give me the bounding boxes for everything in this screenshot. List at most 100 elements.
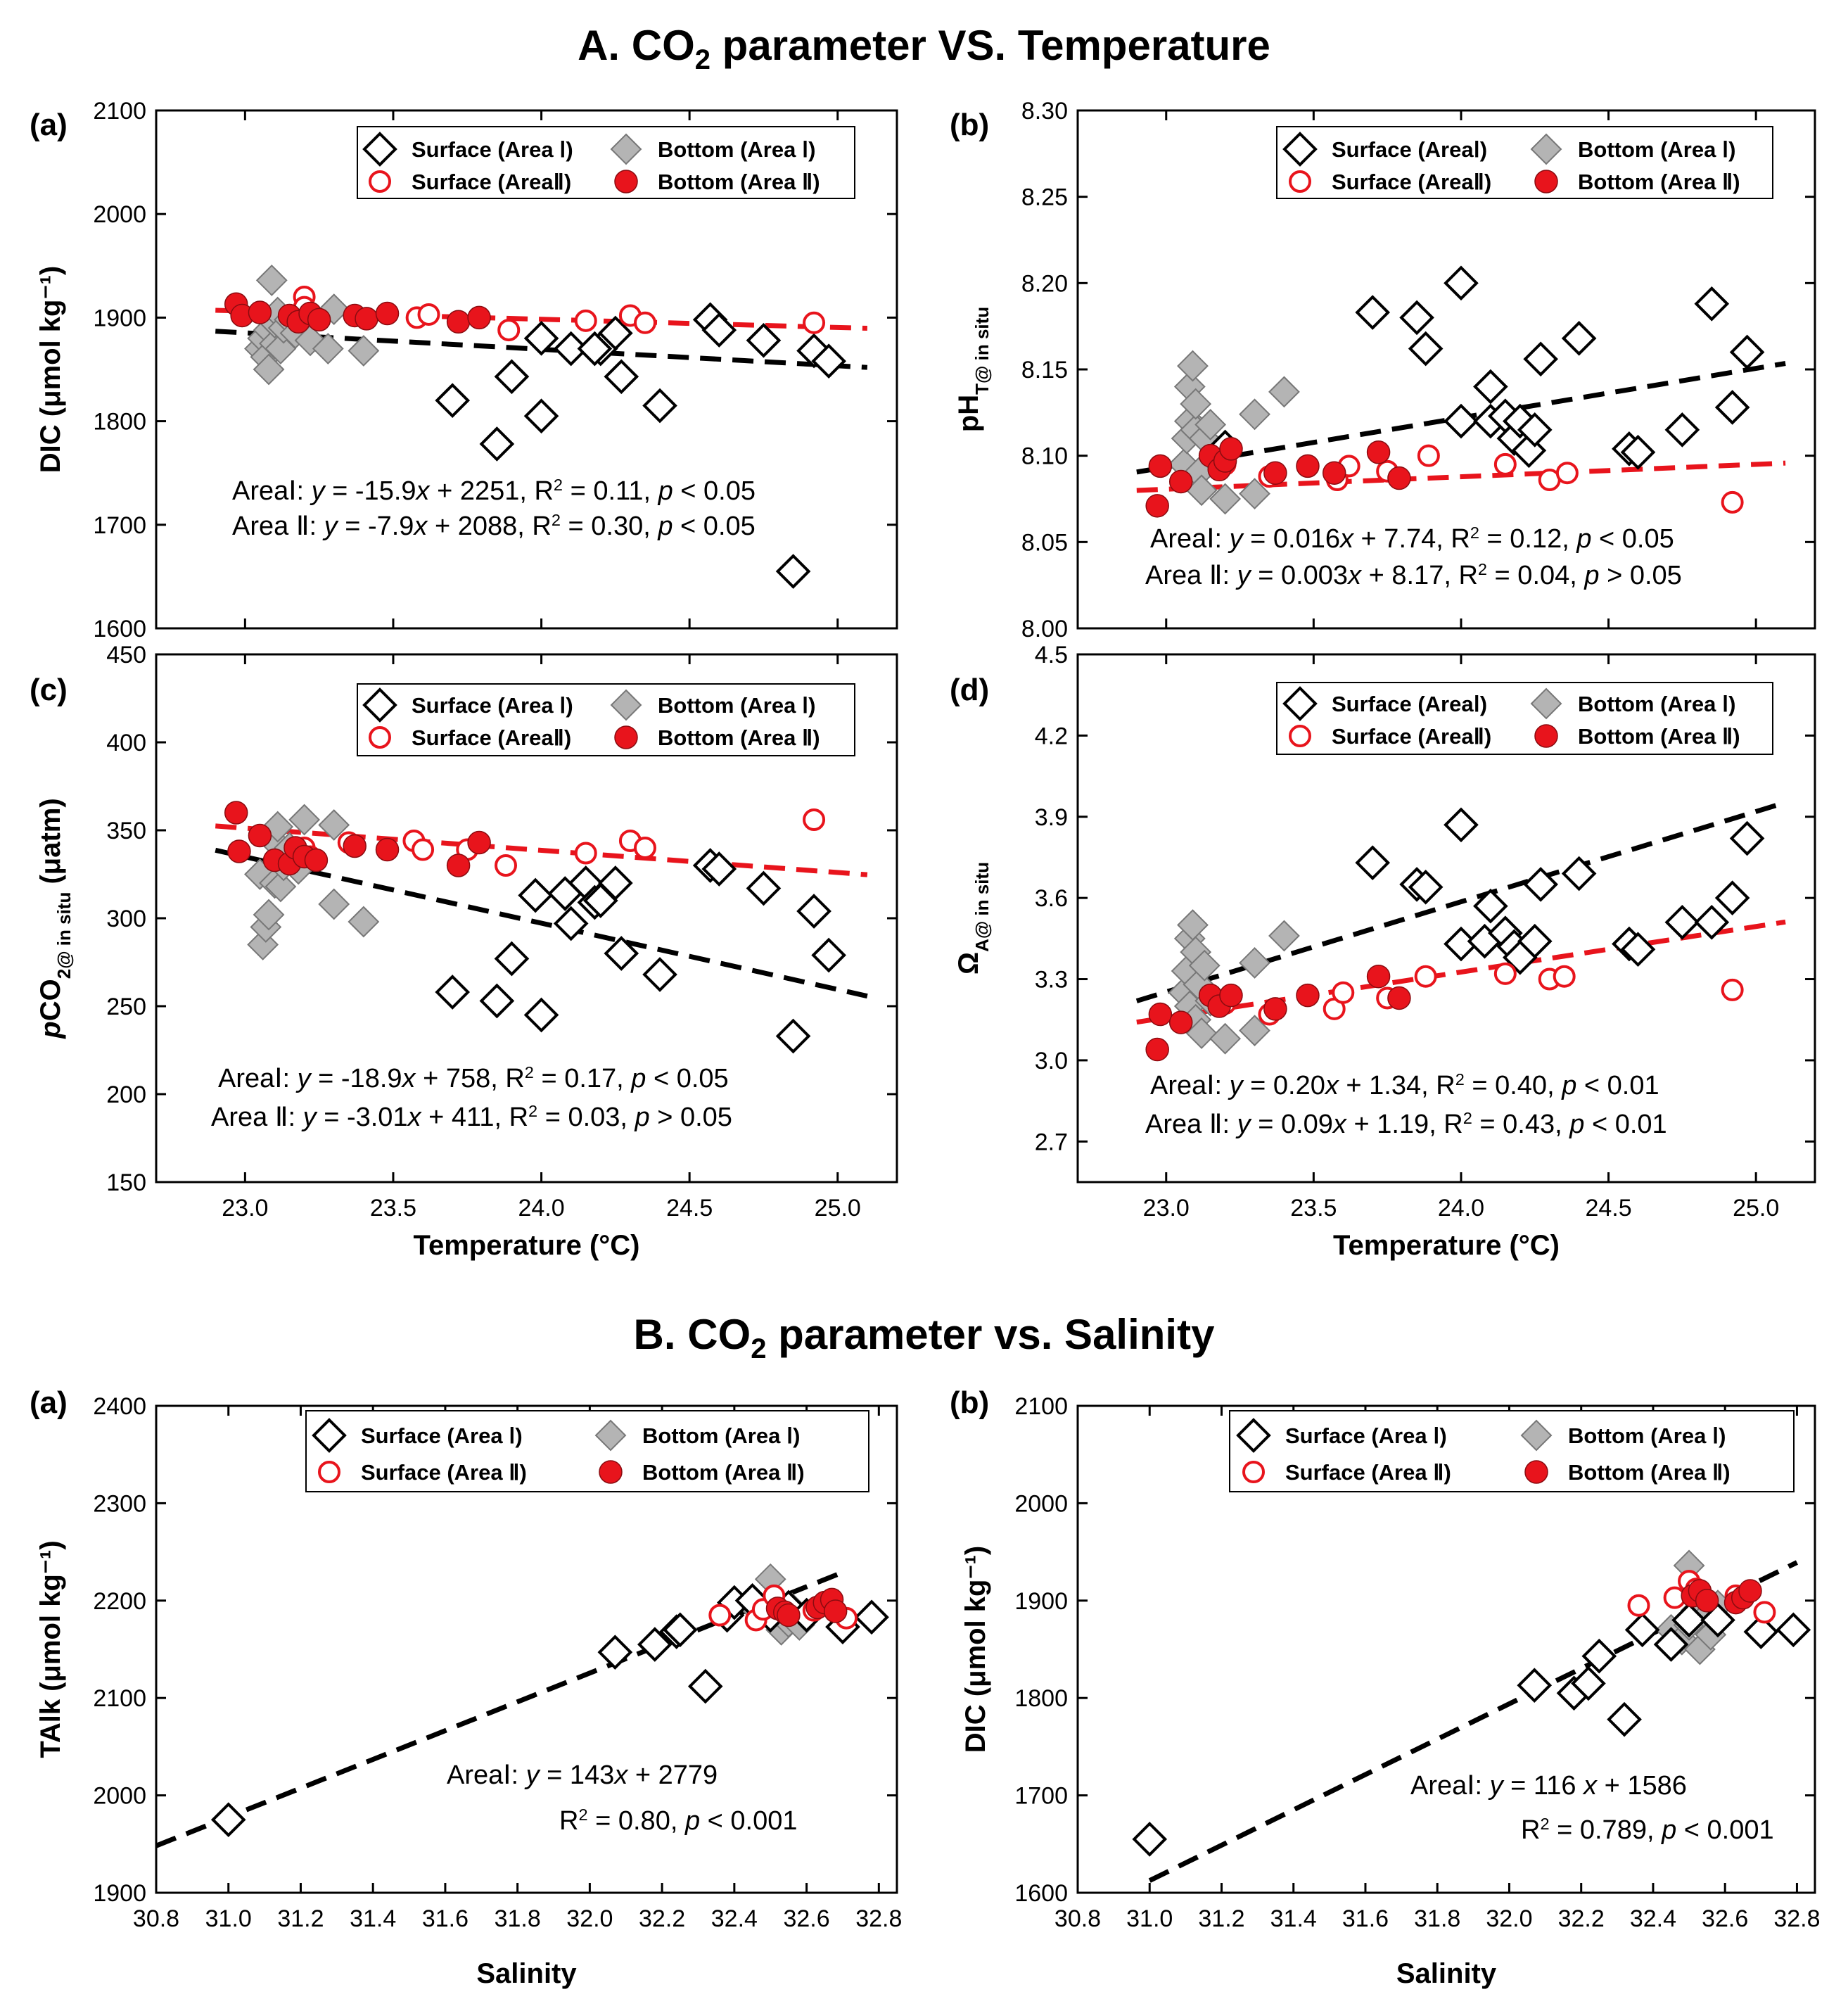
y-tick-label: 8.10: [1021, 443, 1068, 470]
panel-label: (b): [950, 108, 989, 142]
point-series-3: [1263, 997, 1287, 1021]
point-series-0: [1653, 1627, 1689, 1662]
legend-label: Bottom (Area Ⅰ): [1578, 137, 1735, 162]
x-axis-label: Temperature (°C): [414, 1230, 640, 1261]
y-tick-label: 3.0: [1035, 1048, 1068, 1074]
point-series-0: [1620, 434, 1656, 470]
panel-label: (a): [30, 1385, 68, 1420]
point-series-3: [375, 837, 400, 862]
fit-annotation: AreaⅠ: y = 116 x + 1586: [1410, 1771, 1687, 1801]
point-series-3: [446, 310, 471, 334]
point-series-0: [1517, 412, 1553, 448]
point-series-0: [775, 1018, 811, 1054]
point-series-3: [1145, 1037, 1169, 1062]
legend-marker: [1242, 1461, 1265, 1483]
y-tick-label: 400: [106, 730, 146, 756]
point-series-3: [777, 1603, 801, 1627]
legend-label: Surface (Area Ⅰ): [361, 1423, 523, 1448]
legend-label: Bottom (Area Ⅱ): [1568, 1460, 1731, 1485]
y-tick-label: 1900: [93, 1880, 146, 1907]
section-a-prefix: A. CO: [578, 22, 695, 69]
point-series-0: [1714, 390, 1750, 425]
point-series-0: [796, 333, 831, 369]
point-series-1: [253, 353, 285, 386]
point-series-0: [775, 554, 811, 589]
point-series-1: [348, 906, 380, 938]
point-series-0: [796, 894, 831, 929]
y-tick-label: 1800: [1014, 1685, 1068, 1712]
point-series-0: [435, 383, 471, 418]
legend-label: Surface (Area Ⅱ): [1285, 1460, 1451, 1485]
x-tick-label: 32.8: [855, 1905, 902, 1932]
legend-label: Bottom (Area Ⅱ): [642, 1460, 805, 1485]
point-series-1: [1188, 949, 1221, 982]
point-series-2: [1553, 965, 1576, 988]
fit-annotation: Area Ⅱ: y = -3.01x + 411, R2 = 0.03, p >…: [211, 1102, 732, 1132]
point-series-0: [1523, 341, 1558, 377]
point-series-0: [604, 359, 639, 395]
point-series-2: [574, 842, 597, 865]
point-series-0: [1561, 321, 1597, 356]
section-b-title: B. CO2 parameter vs. Salinity: [0, 1310, 1848, 1365]
y-tick-label: 2.7: [1035, 1129, 1068, 1155]
y-tick-label: 1600: [93, 616, 146, 642]
point-series-0: [642, 957, 677, 992]
point-series-0: [494, 359, 530, 395]
x-tick-label: 32.2: [639, 1905, 685, 1932]
y-tick-label: 2100: [93, 1685, 146, 1712]
legend-box: [1229, 1410, 1795, 1492]
point-series-2: [412, 838, 435, 861]
point-series-3: [1695, 1589, 1719, 1613]
point-series-1: [1180, 388, 1212, 420]
legend-marker: [362, 132, 397, 167]
legend-label: Surface (Area Ⅰ): [412, 137, 573, 162]
x-axis-label: Salinity: [1396, 1958, 1497, 1989]
point-series-0: [210, 1802, 246, 1838]
point-series-1: [1239, 1015, 1270, 1047]
x-tick-label: 25.0: [815, 1195, 861, 1221]
legend-label: Bottom (Area Ⅱ): [658, 170, 820, 194]
legend-label: Bottom (Area Ⅰ): [658, 693, 815, 718]
legend-label: Bottom (Area Ⅰ): [658, 137, 815, 162]
point-series-2: [574, 309, 597, 332]
chart-A-b: 8.00 8.05 8.10 8.15 8.20 8.25 8.30 Surface (Are…: [950, 98, 1816, 642]
point-series-0: [523, 398, 559, 434]
point-series-1: [1209, 483, 1242, 515]
legend-marker: [318, 1461, 340, 1483]
legend-label: Surface (AreaⅡ): [412, 170, 571, 194]
fit-annotation: AreaⅠ: y = 143x + 2779: [447, 1760, 718, 1790]
y-tick-label: 3.9: [1035, 804, 1068, 831]
fit-annotation: R2 = 0.789, p < 0.001: [1521, 1815, 1774, 1845]
fit-annotation: Area Ⅱ: y = 0.003x + 8.17, R2 = 0.04, p …: [1145, 560, 1682, 590]
point-series-0: [1624, 1612, 1660, 1648]
legend-marker: [610, 133, 642, 165]
x-tick-label: 31.2: [277, 1905, 324, 1932]
x-tick-label: 24.0: [1438, 1195, 1484, 1221]
legend-marker: [1520, 1419, 1553, 1452]
point-series-0: [1694, 286, 1730, 322]
point-series-2: [495, 854, 518, 877]
y-axis-label: DIC (μmol kg⁻¹): [35, 266, 66, 473]
chart-B-b: 1600 1700 1800 1900 2000 2100 30.8 31.0 31.2 31.4…: [950, 1385, 1821, 1989]
fit-line-area2: [1136, 919, 1786, 1025]
x-tick-label: 23.0: [222, 1195, 268, 1221]
legend-marker: [369, 726, 391, 749]
point-series-3: [467, 830, 491, 855]
point-series-0: [811, 937, 846, 973]
y-tick-label: 1600: [1014, 1880, 1068, 1907]
point-series-3: [227, 839, 251, 863]
y-axis-label: TAlk (μmol kg⁻¹): [35, 1540, 66, 1758]
point-series-3: [1219, 983, 1243, 1008]
point-series-0: [1561, 856, 1597, 891]
point-series-0: [1729, 334, 1765, 370]
legend-box: [357, 126, 855, 199]
point-series-0: [604, 936, 639, 971]
point-series-3: [1296, 983, 1320, 1008]
legend-label: Bottom (Area Ⅱ): [1578, 724, 1740, 749]
point-series-0: [1714, 880, 1750, 915]
legend-label: Surface (AreaⅡ): [1332, 170, 1491, 194]
y-tick-label: 8.30: [1021, 98, 1068, 125]
point-series-0: [553, 331, 589, 367]
point-series-2: [633, 837, 656, 859]
fit-line-area2: [1136, 460, 1786, 493]
